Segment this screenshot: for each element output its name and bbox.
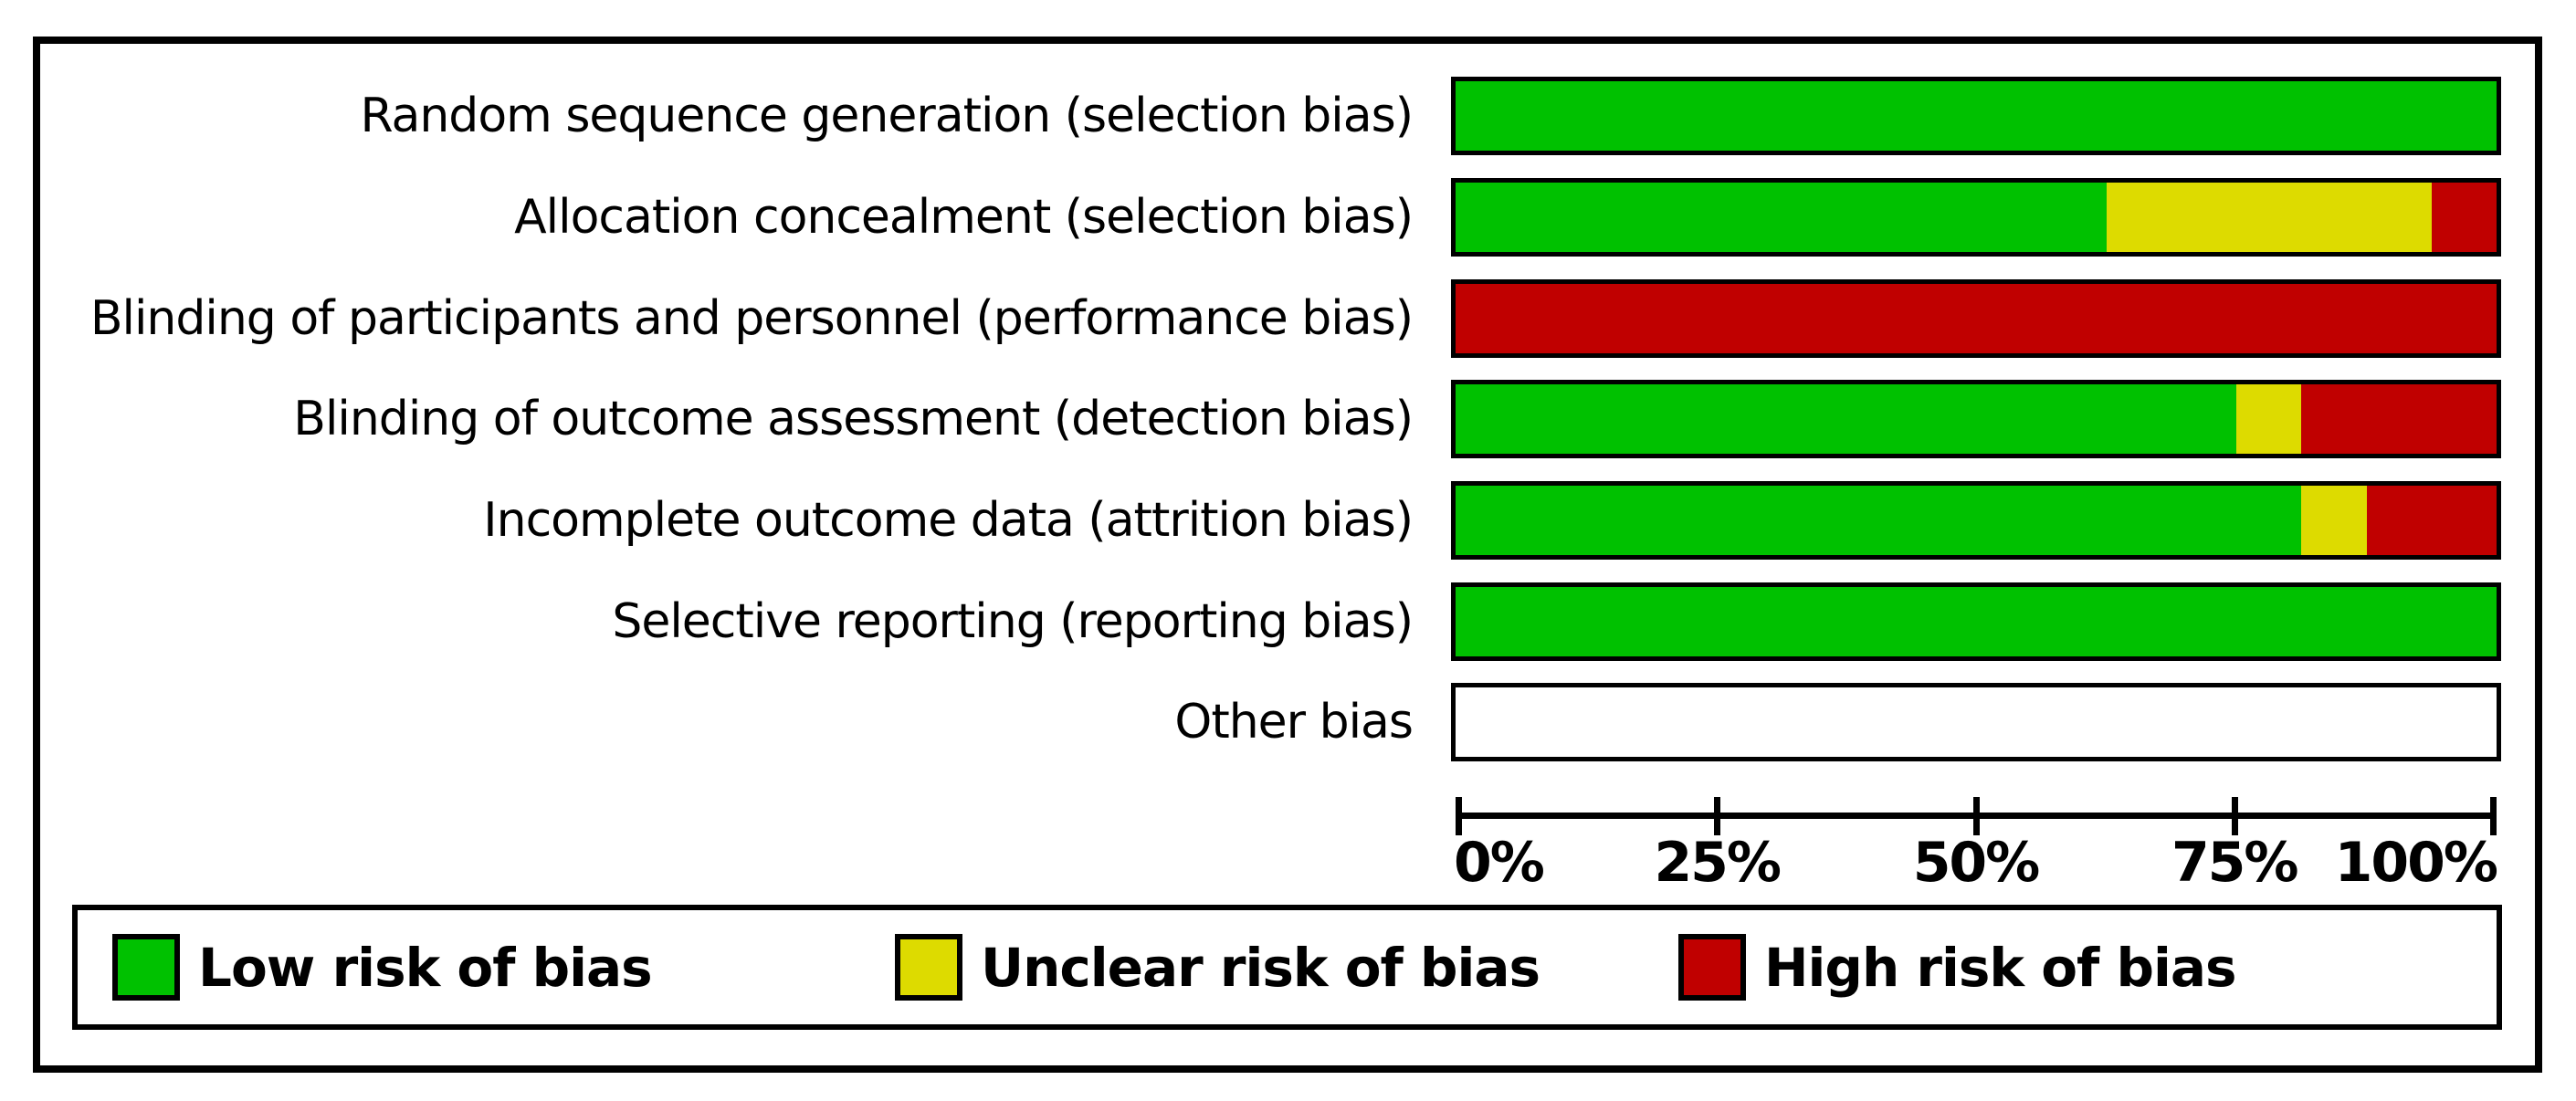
axis-tick-label: 50% [1912,831,2041,895]
stacked-bar [1451,178,2501,257]
axis-tick-label: 25% [1654,831,1782,895]
category-label: Blinding of participants and personnel (… [89,291,1414,346]
axis-tick-label: 75% [2171,831,2299,895]
legend-label: Low risk of bias [198,936,653,999]
legend-item: Unclear risk of bias [895,910,1540,1024]
bar-segment-high-risk [2431,183,2497,252]
legend-item: Low risk of bias [112,910,653,1024]
bar-segment-unclear-risk [2301,486,2367,555]
category-label: Other bias [1174,695,1414,750]
stacked-bar [1451,77,2501,155]
axis-tick-label: 100% [2334,831,2498,895]
legend-label: High risk of bias [1764,936,2237,999]
axis-tick [1456,797,1462,835]
bar-segment-low-risk [1456,384,2236,454]
bar-segment-unclear-risk [2106,183,2432,252]
legend-swatch-high-risk [1678,934,1746,1001]
legend: Low risk of bias Unclear risk of bias High… [72,905,2502,1030]
bar-segment-low-risk [1456,183,2107,252]
category-label: Random sequence generation (selection bi… [360,89,1414,143]
category-label: Allocation concealment (selection bias) [514,190,1414,245]
bar-segment-high-risk [1456,284,2497,353]
axis-tick [1972,797,1980,835]
bar-segment-low-risk [1456,81,2497,151]
axis-tick [2490,797,2497,835]
bar-segment-low-risk [1456,587,2497,656]
category-label: Selective reporting (reporting bias) [612,594,1414,649]
bar-segment-unclear-risk [2236,384,2302,454]
axis-tick [1714,797,1721,835]
stacked-bar [1451,582,2501,661]
bar-segment-high-risk [2301,384,2497,454]
bar-segment-low-risk [1456,486,2302,555]
stacked-bar [1451,481,2501,560]
stacked-bar [1451,683,2501,761]
axis-tick [2231,797,2238,835]
legend-swatch-unclear-risk [895,934,962,1001]
stacked-bar [1451,380,2501,458]
legend-swatch-low-risk [112,934,180,1001]
category-label: Blinding of outcome assessment (detectio… [293,392,1414,446]
axis-tick-label: 0% [1454,831,1545,895]
legend-item: High risk of bias [1678,910,2237,1024]
bar-segment-high-risk [2366,486,2497,555]
legend-label: Unclear risk of bias [981,936,1540,999]
category-label: Incomplete outcome data (attrition bias) [483,493,1414,548]
stacked-bar [1451,279,2501,358]
risk-of-bias-chart: Random sequence generation (selection bi… [33,37,2542,1073]
